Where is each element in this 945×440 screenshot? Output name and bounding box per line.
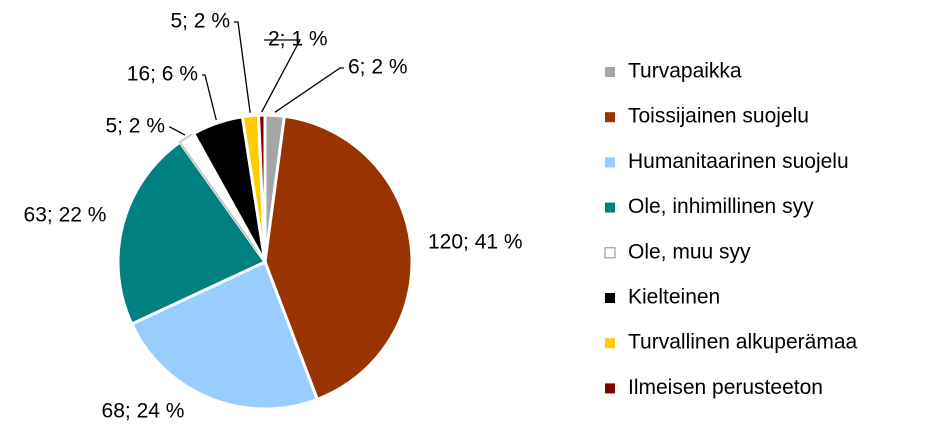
legend-marker [605,338,615,349]
leader-line [261,39,302,113]
legend-label: Kielteinen [628,286,720,309]
pie-slice [256,113,267,263]
legend-marker [605,383,615,394]
legend-label: Turvallinen alkuperämaa [628,331,857,354]
legend-label: Humanitaarinen suojelu [628,150,849,173]
legend-label: Ilmeisen perusteeton [628,376,823,399]
data-label: 68; 24 % [102,400,185,423]
pie-slice [129,259,320,411]
data-label: 5; 2 % [105,115,165,138]
legend-marker [605,112,615,123]
leader-line [234,21,251,113]
legend-label: Turvapaikka [628,60,742,83]
legend-label: Ole, inhimillinen syy [628,195,814,218]
leader-line [274,67,344,113]
data-label: 16; 6 % [127,63,198,86]
data-label: 6; 2 % [348,56,408,79]
legend-marker [605,293,615,303]
data-label: 2; 1 % [268,28,328,51]
legend-marker [605,157,615,168]
legend-label: Toissijainen suojelu [628,105,809,128]
legend-marker [604,247,616,259]
leader-line [169,126,186,136]
legend-label: Ole, muu syy [628,240,751,263]
data-label: 63; 22 % [24,204,107,227]
leader-line [202,74,217,121]
pie-slice [116,140,268,326]
legend-marker [605,67,615,77]
pie-slice [263,114,414,402]
data-label: 5; 2 % [170,10,230,33]
data-label: 120; 41 % [428,231,523,254]
legend-marker [605,202,615,213]
